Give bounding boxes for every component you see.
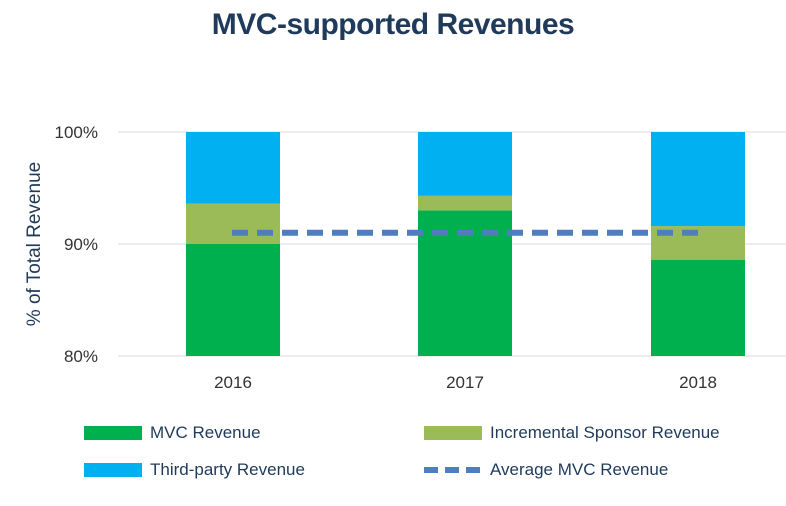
bar-2016-series-1 bbox=[186, 203, 280, 244]
x-axis: 2016 2017 2018 bbox=[214, 373, 717, 392]
bar-2016-series-2 bbox=[186, 132, 280, 204]
bar-2016-series-0 bbox=[186, 244, 280, 356]
bars bbox=[186, 132, 745, 356]
y-axis: 80% 90% 100% bbox=[55, 123, 98, 366]
legend-label-average: Average MVC Revenue bbox=[490, 460, 669, 479]
legend-item-average: Average MVC Revenue bbox=[424, 460, 668, 480]
chart: 80% 90% 100% 2016 2017 2018 % of Total Reven… bbox=[24, 123, 786, 392]
bar-2018-series-0 bbox=[651, 259, 745, 356]
x-tick-label-2016: 2016 bbox=[214, 373, 252, 392]
bar-2017-series-1 bbox=[418, 195, 512, 211]
legend-swatch-average bbox=[424, 467, 482, 473]
y-tick-label: 100% bbox=[55, 123, 98, 142]
legend-swatch-mvc bbox=[84, 426, 142, 440]
chart-title: MVC-supported Revenues bbox=[211, 8, 575, 41]
y-tick-label: 80% bbox=[64, 347, 98, 366]
legend-swatch-incremental bbox=[424, 426, 482, 440]
bar-2018-series-2 bbox=[651, 132, 745, 227]
y-tick-label: 90% bbox=[64, 235, 98, 254]
legend-item-mvc: MVC Revenue bbox=[84, 423, 261, 443]
legend-swatch-third-party bbox=[84, 463, 142, 477]
legend-label-mvc: MVC Revenue bbox=[150, 423, 261, 442]
x-tick-label-2018: 2018 bbox=[679, 373, 717, 392]
legend-item-incremental: Incremental Sponsor Revenue bbox=[424, 423, 720, 443]
legend-item-third-party: Third-party Revenue bbox=[84, 460, 305, 480]
legend-label-incremental: Incremental Sponsor Revenue bbox=[490, 423, 720, 442]
bar-2017-series-2 bbox=[418, 132, 512, 196]
x-tick-label-2017: 2017 bbox=[446, 373, 484, 392]
y-axis-label: % of Total Revenue bbox=[24, 162, 45, 326]
legend-label-third-party: Third-party Revenue bbox=[150, 460, 305, 479]
